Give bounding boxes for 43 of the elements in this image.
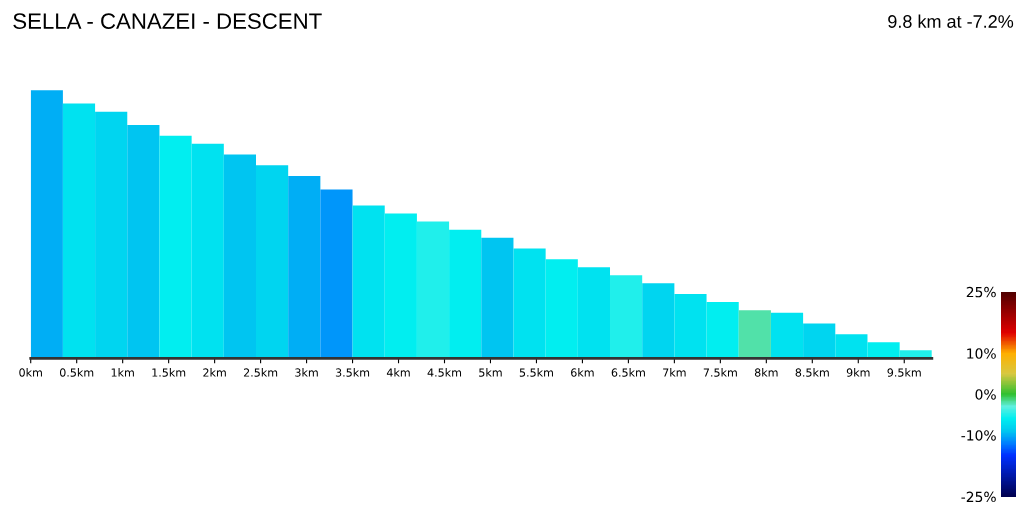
bar — [320, 189, 353, 359]
x-tick-label: 8km — [754, 368, 778, 377]
color-bar-label: 10% — [967, 348, 996, 359]
bar — [449, 229, 482, 359]
color-bar-label: -25% — [961, 491, 996, 503]
x-tick-label: 7km — [663, 368, 686, 377]
bar — [62, 103, 96, 359]
x-tick-label: 5.5km — [519, 368, 553, 377]
x-tick-label: 3km — [295, 368, 318, 377]
x-tick-label: 7.5km — [703, 368, 737, 377]
bar — [30, 90, 63, 359]
x-tick-label: 2.5km — [243, 368, 278, 377]
x-tick-label: 8.5km — [795, 368, 829, 377]
x-tick-label: 6km — [571, 368, 594, 377]
bar — [95, 111, 128, 359]
bar — [738, 310, 771, 359]
bar — [803, 323, 836, 359]
x-tick-label: 4km — [386, 368, 410, 377]
text: 9.8 km at -7.2% — [888, 14, 1014, 28]
bar — [288, 176, 321, 359]
color-bar-label: 0% — [975, 389, 996, 400]
x-tick-label: 5km — [479, 368, 502, 377]
x-tick-label: 0.5km — [59, 368, 94, 377]
bar — [416, 221, 450, 359]
bar — [127, 125, 160, 359]
x-tick-label: 0km — [19, 368, 42, 377]
bar — [610, 275, 643, 359]
x-tick-label: 2km — [203, 368, 226, 377]
x-tick-label: 6.5km — [611, 368, 645, 377]
color-bar-label: -10% — [961, 430, 996, 441]
bar — [481, 237, 514, 359]
x-tick-label: 1.5km — [152, 368, 186, 377]
bar — [223, 154, 256, 359]
x-tick-label: 1km — [111, 368, 134, 377]
bar — [642, 283, 675, 359]
color-bar-label: 25% — [966, 286, 996, 298]
x-tick-label: 4.5km — [427, 368, 462, 377]
chart-title: SELLA - CANAZEI - DESCENT — [13, 13, 322, 30]
x-tick-label: 9km — [846, 368, 870, 377]
x-tick-label: 9.5km — [887, 368, 921, 377]
x-tick-label: 3.5km — [335, 368, 370, 377]
bar — [256, 165, 289, 359]
bar — [770, 312, 804, 359]
